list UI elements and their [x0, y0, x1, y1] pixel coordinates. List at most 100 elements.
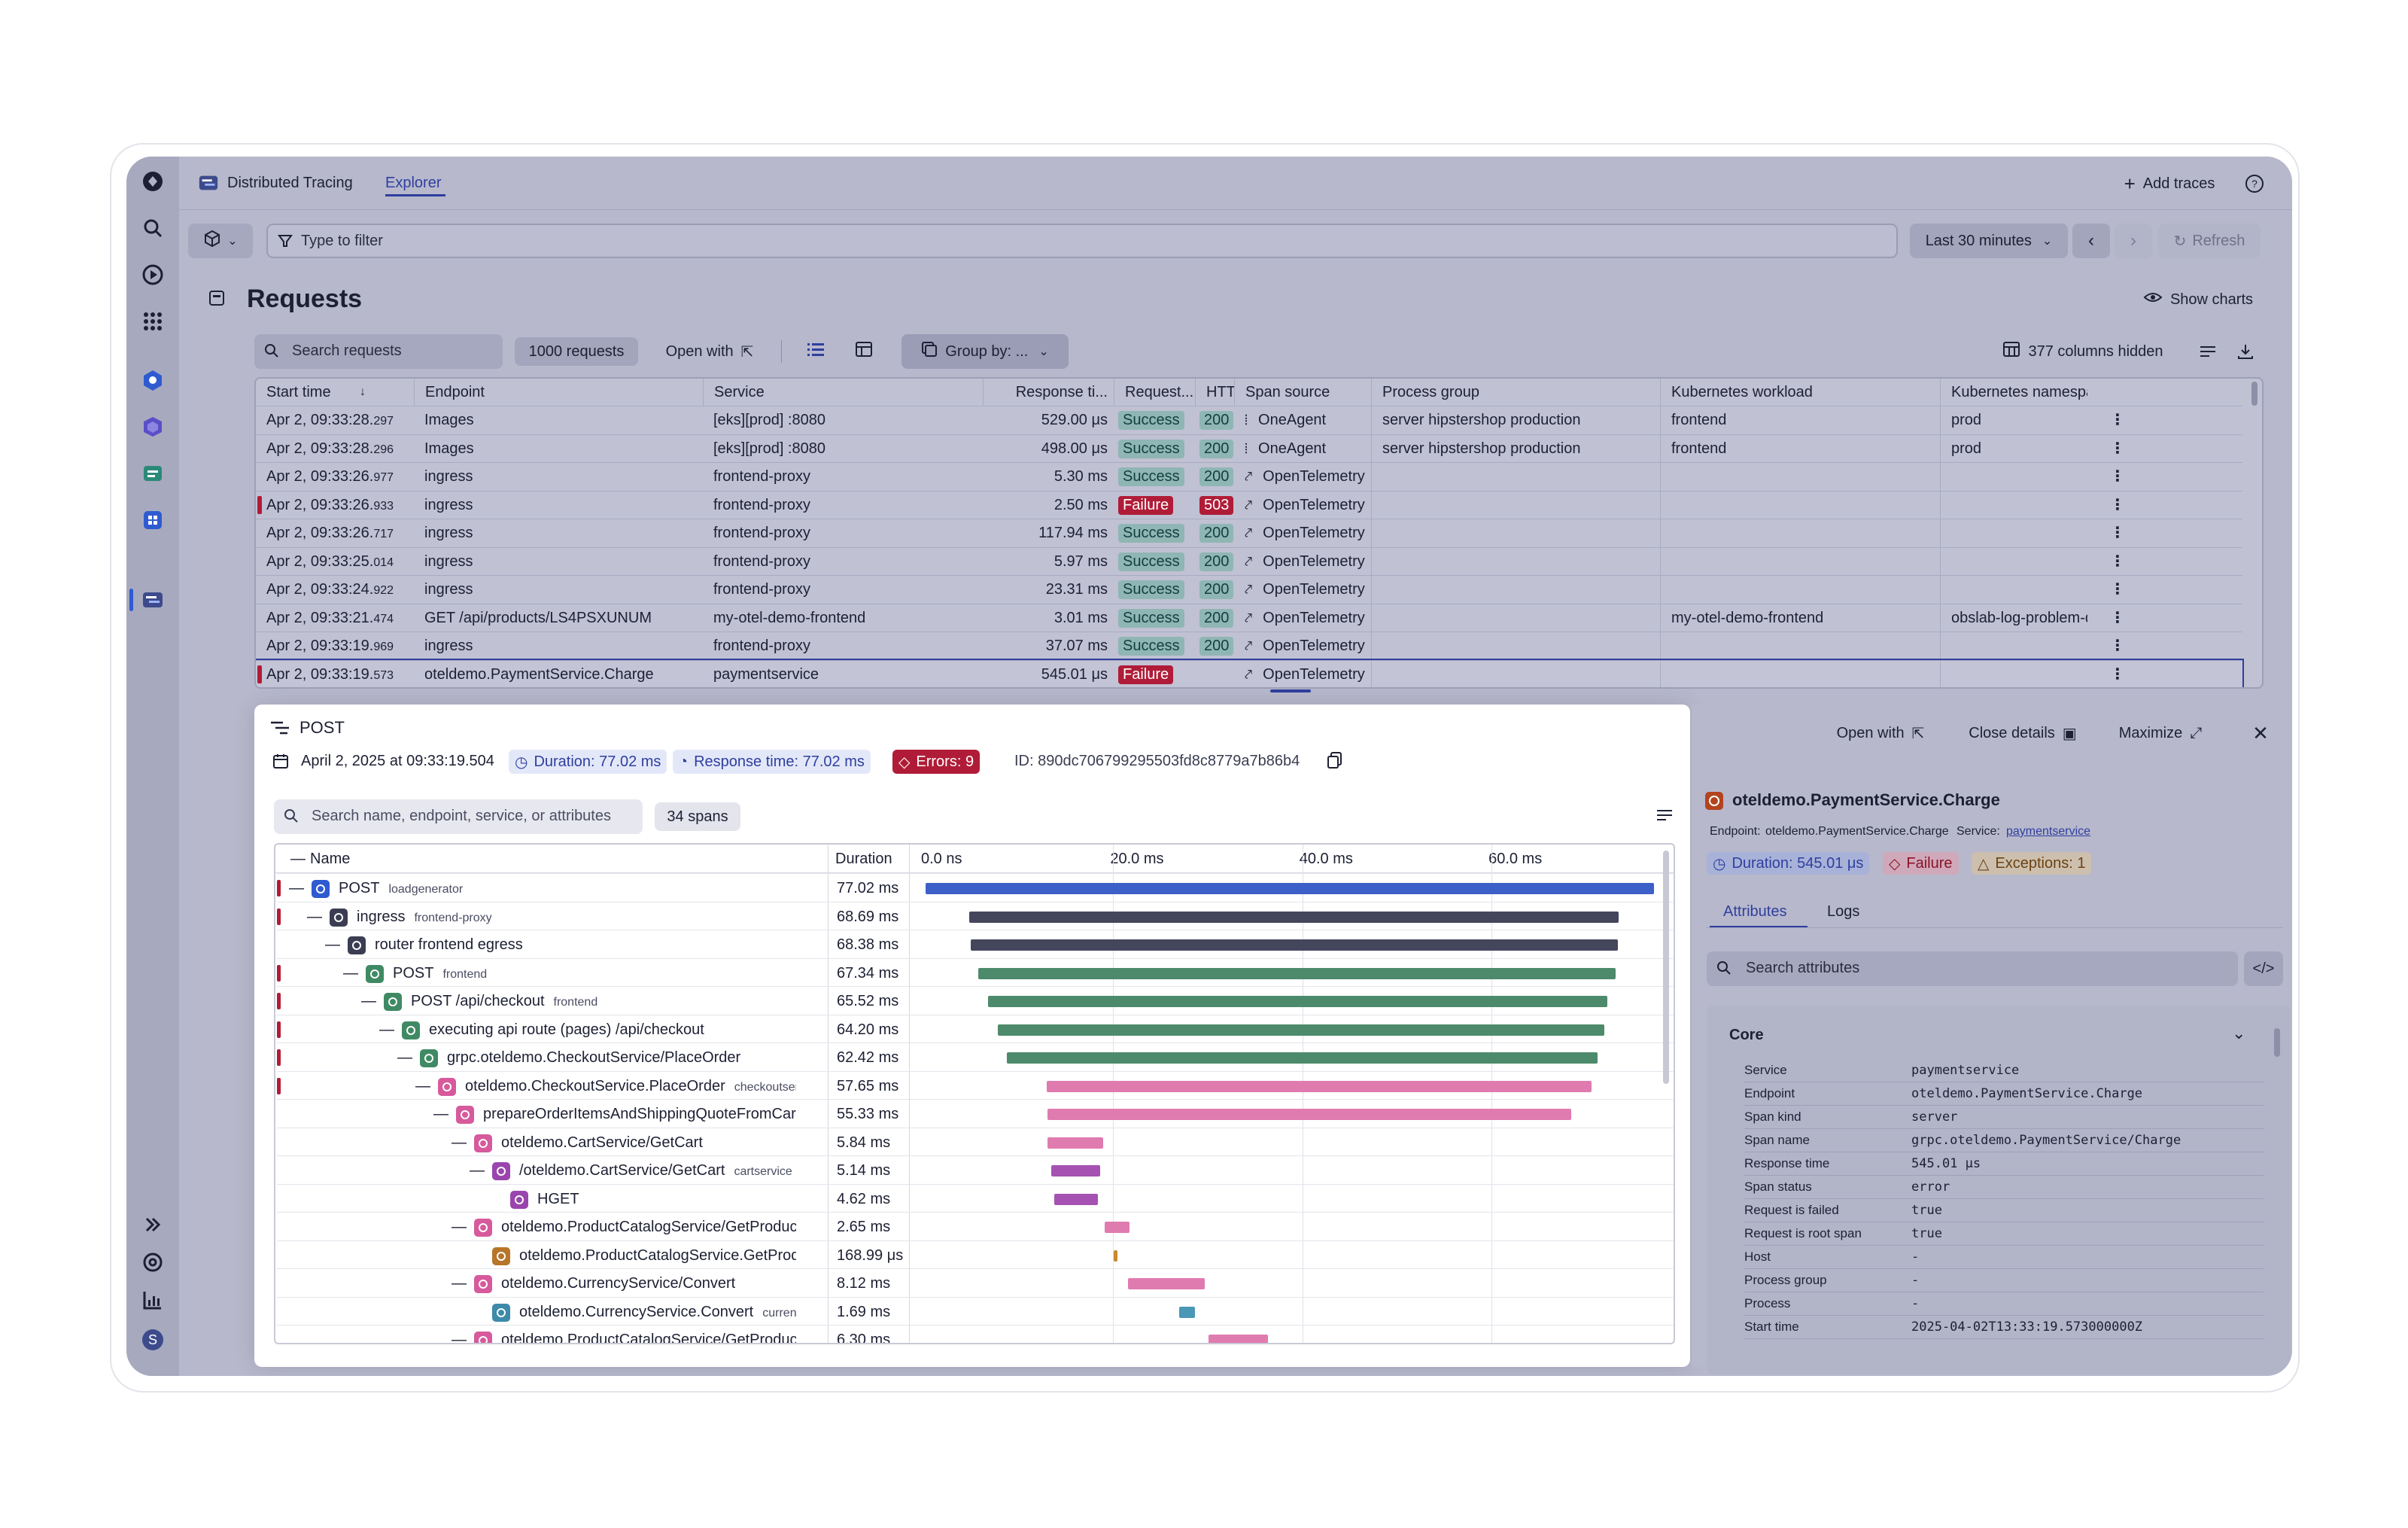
- span-bar[interactable]: [1127, 1278, 1205, 1289]
- download-icon[interactable]: [2230, 336, 2261, 367]
- table-row[interactable]: Apr 2, 09:33:26.717 ingress frontend-proxy…: [256, 519, 2242, 547]
- row-menu-icon[interactable]: ⋮: [2110, 440, 2125, 457]
- row-menu-icon[interactable]: ⋮: [2110, 525, 2125, 541]
- collapse-toggle-icon[interactable]: —: [451, 1219, 467, 1235]
- col-header[interactable]: Response ti...: [983, 379, 1114, 406]
- collapse-toggle-icon[interactable]: —: [470, 1162, 485, 1179]
- list-view-button[interactable]: [795, 336, 837, 367]
- search-requests-input[interactable]: Search requests: [254, 334, 503, 369]
- span-row[interactable]: — prepareOrderItemsAndShippingQuoteFromCa…: [277, 1099, 1674, 1128]
- col-header[interactable]: Span source: [1234, 379, 1371, 406]
- close-details-button[interactable]: Close details ▣: [1955, 718, 2090, 748]
- filter-input[interactable]: Type to filter: [266, 224, 1898, 258]
- span-search-input[interactable]: Search name, endpoint, service, or attri…: [274, 799, 643, 834]
- span-row[interactable]: — ingress frontend-proxy 68.69 ms: [277, 901, 1674, 930]
- span-bar[interactable]: [1007, 1052, 1598, 1064]
- col-header[interactable]: HTT...: [1195, 379, 1234, 406]
- collapse-toggle-icon[interactable]: —: [343, 964, 358, 982]
- span-row[interactable]: — oteldemo.CheckoutService.PlaceOrder chec…: [277, 1070, 1674, 1100]
- collapse-toggle-icon[interactable]: —: [415, 1077, 430, 1094]
- row-menu-icon[interactable]: ⋮: [2110, 468, 2125, 485]
- expand-rail-icon[interactable]: [135, 1207, 170, 1242]
- span-bar[interactable]: [1208, 1335, 1268, 1343]
- collapse-toggle-icon[interactable]: —: [289, 880, 304, 896]
- col-header[interactable]: Start time ↓: [256, 379, 414, 406]
- table-scrollbar[interactable]: [2251, 382, 2258, 406]
- columns-hidden-button[interactable]: 377 columns hidden: [1985, 336, 2181, 367]
- span-bar[interactable]: [1114, 1249, 1117, 1262]
- infrastructure-app-icon[interactable]: [135, 409, 170, 444]
- row-menu-icon[interactable]: ⋮: [2110, 665, 2125, 683]
- collapse-all-icon[interactable]: —: [290, 851, 306, 867]
- distributed-tracing-app-icon[interactable]: [135, 583, 170, 617]
- chevron-down-icon[interactable]: ⌄: [2232, 1024, 2246, 1043]
- span-bar[interactable]: [1047, 1137, 1103, 1149]
- col-header[interactable]: Kubernetes workload: [1660, 379, 1940, 406]
- collapse-toggle-icon[interactable]: —: [379, 1021, 394, 1038]
- span-row[interactable]: — oteldemo.ProductCatalogService/GetProdu…: [277, 1325, 1674, 1343]
- user-avatar[interactable]: S: [142, 1329, 163, 1350]
- play-icon[interactable]: [135, 257, 170, 292]
- tab-logs[interactable]: Logs: [1827, 903, 1860, 920]
- collapse-toggle-icon[interactable]: —: [325, 936, 340, 953]
- segment-selector-button[interactable]: ⌄: [188, 224, 253, 258]
- span-bar[interactable]: [1051, 1165, 1100, 1176]
- span-bar[interactable]: [987, 996, 1608, 1007]
- row-menu-icon[interactable]: ⋮: [2110, 609, 2125, 626]
- span-row[interactable]: oteldemo.ProductCatalogService.GetProd..…: [277, 1240, 1674, 1269]
- span-row[interactable]: — POST loadgenerator 77.02 ms: [277, 873, 1674, 902]
- span-bar[interactable]: [1047, 1109, 1571, 1120]
- collapse-toggle-icon[interactable]: —: [397, 1049, 412, 1066]
- span-scrollbar[interactable]: [1663, 851, 1669, 1084]
- span-bar[interactable]: [1104, 1222, 1130, 1233]
- table-view-button[interactable]: [843, 336, 885, 367]
- help-icon[interactable]: ?: [2241, 170, 2268, 197]
- span-row[interactable]: — router frontend egress 68.38 ms: [277, 930, 1674, 958]
- refresh-button[interactable]: ↻ Refresh: [2158, 224, 2261, 258]
- dynatrace-logo-icon[interactable]: [135, 164, 170, 199]
- sort-desc-icon[interactable]: ↓: [360, 385, 366, 398]
- collapse-toggle-icon[interactable]: —: [433, 1106, 448, 1122]
- timeframe-selector[interactable]: Last 30 minutes ⌄: [1910, 224, 2068, 258]
- span-row[interactable]: — oteldemo.CurrencyService/Convert 8.12 ms: [277, 1268, 1674, 1297]
- span-bar[interactable]: [1054, 1193, 1098, 1205]
- table-row[interactable]: Apr 2, 09:33:28.297 Images [eks][prod] :80…: [256, 406, 2242, 434]
- row-menu-icon[interactable]: ⋮: [2110, 496, 2125, 513]
- span-row[interactable]: HGET 4.62 ms: [277, 1183, 1674, 1213]
- col-header[interactable]: Service: [703, 379, 983, 406]
- row-menu-icon[interactable]: ⋮: [2110, 412, 2125, 428]
- details-open-with-button[interactable]: Open with ⇱: [1824, 718, 1937, 748]
- timeframe-prev-button[interactable]: ‹: [2072, 224, 2110, 258]
- span-bar[interactable]: [1178, 1306, 1196, 1318]
- usage-chart-icon[interactable]: [135, 1283, 170, 1317]
- maximize-button[interactable]: Maximize ⤢: [2105, 718, 2215, 748]
- span-settings-icon[interactable]: [1655, 807, 1674, 827]
- table-row[interactable]: Apr 2, 09:33:19.573 oteldemo.PaymentServi…: [256, 658, 2244, 687]
- span-row[interactable]: — oteldemo.CartService/GetCart 5.84 ms: [277, 1127, 1674, 1156]
- copy-icon[interactable]: [1327, 751, 1343, 773]
- collapse-toggle-icon[interactable]: —: [361, 993, 376, 1009]
- service-link[interactable]: paymentservice: [2006, 825, 2091, 838]
- table-row[interactable]: Apr 2, 09:33:24.922 ingress frontend-proxy…: [256, 575, 2242, 604]
- tab-attributes[interactable]: Attributes: [1723, 903, 1787, 920]
- kubernetes-app-icon[interactable]: [135, 363, 170, 397]
- span-bar[interactable]: [978, 967, 1616, 979]
- logs-app-icon[interactable]: [135, 456, 170, 491]
- timeframe-next-button[interactable]: ›: [2115, 224, 2152, 258]
- table-row[interactable]: Apr 2, 09:33:26.977 ingress frontend-proxy…: [256, 462, 2242, 491]
- span-row[interactable]: — POST frontend 67.34 ms: [277, 957, 1674, 987]
- row-density-icon[interactable]: [2193, 336, 2223, 367]
- span-bar[interactable]: [1046, 1080, 1592, 1092]
- tab-explorer[interactable]: Explorer: [385, 175, 442, 191]
- col-header[interactable]: Request...: [1114, 379, 1195, 406]
- span-bar[interactable]: [926, 883, 1654, 894]
- span-row[interactable]: — oteldemo.ProductCatalogService/GetProdu…: [277, 1212, 1674, 1240]
- table-row[interactable]: Apr 2, 09:33:21.474 GET /api/products/LS4…: [256, 603, 2242, 632]
- span-row[interactable]: oteldemo.CurrencyService.Convert curren..…: [277, 1296, 1674, 1326]
- table-row[interactable]: Apr 2, 09:33:25.014 ingress frontend-proxy…: [256, 546, 2242, 576]
- attributes-scrollbar[interactable]: [2274, 1028, 2280, 1057]
- table-row[interactable]: Apr 2, 09:33:28.296 Images [eks][prod] :80…: [256, 434, 2242, 463]
- span-bar[interactable]: [971, 939, 1618, 951]
- span-row[interactable]: — /oteldemo.CartService/GetCart cartservic…: [277, 1155, 1674, 1184]
- row-menu-icon[interactable]: ⋮: [2110, 638, 2125, 654]
